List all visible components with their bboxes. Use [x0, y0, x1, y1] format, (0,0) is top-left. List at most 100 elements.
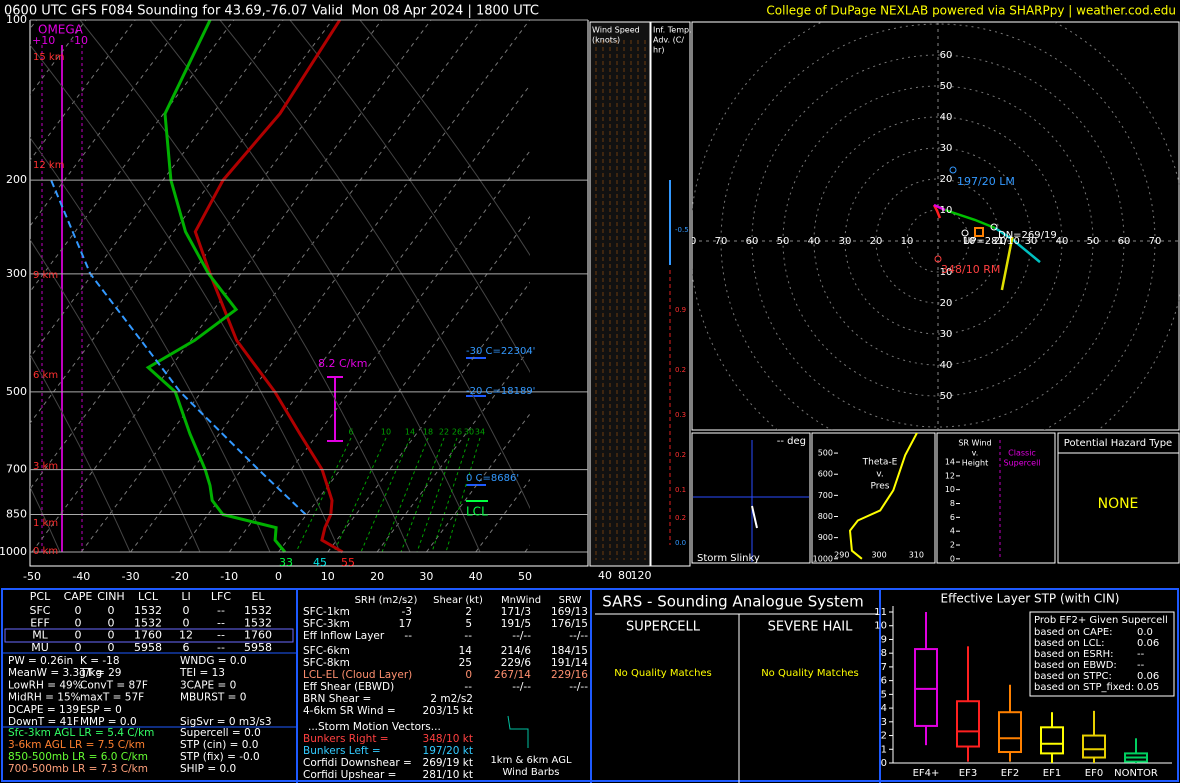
x-tick-label: -50	[23, 570, 41, 583]
table-header: CAPE	[64, 590, 93, 603]
table-cell: 5958	[134, 641, 162, 654]
index: TT = 29	[79, 667, 121, 679]
table-header: SRH (m2/s2)	[355, 595, 418, 606]
dry-adiabat	[359, 20, 530, 257]
ring-label: 60	[746, 236, 759, 247]
section-title: ...Storm Motion Vectors...	[308, 721, 441, 733]
x-tick-label: -20	[171, 570, 189, 583]
sars-result: No Quality Matches	[761, 668, 859, 679]
table-cell: 281/10 kt	[423, 769, 473, 781]
y-tick-label: 500	[6, 385, 27, 398]
profile	[145, 20, 287, 553]
thetae-frame	[811, 432, 936, 564]
lapse-rate: Sfc-3km AGL LR = 5.4 C/km	[8, 727, 154, 739]
y-tick-label: 11	[874, 607, 887, 618]
ring-label: 60	[1118, 236, 1131, 247]
table-header: PCL	[30, 590, 51, 603]
x-tick-label: 50	[518, 570, 532, 583]
lapse-label: 8.2 C/km	[318, 357, 367, 370]
table-cell: 0	[183, 616, 190, 629]
table-cell: 267/14	[494, 669, 531, 681]
up-label: UP=281/10	[963, 236, 1020, 247]
rm-label: 348/10 RM	[941, 263, 1000, 276]
sars-result: No Quality Matches	[614, 668, 712, 679]
x-tick-label: NONTOR	[1114, 768, 1158, 779]
omega-tick: +10	[32, 34, 55, 47]
y-tick-label: 8	[881, 648, 887, 659]
panel-title: SR Wind	[958, 439, 991, 448]
index: SigSvr = 0 m3/s3	[180, 716, 272, 728]
composite: Supercell = 0.0	[180, 727, 261, 739]
legend-value: 0.0	[1137, 627, 1153, 638]
legend-value: --	[1137, 649, 1145, 660]
table-cell: 0	[108, 629, 115, 642]
surface-label: 45	[313, 556, 327, 569]
slinky-title: Storm Slinky	[697, 553, 760, 564]
sars-header: SEVERE HAIL	[768, 620, 853, 635]
table-cell: 1532	[244, 604, 272, 617]
table-cell: 191/5	[501, 618, 531, 630]
table-cell: --	[464, 630, 472, 642]
table-cell: SFC	[30, 604, 51, 617]
title: 0600 UTC GFS F084 Sounding for 43.69,-76…	[4, 4, 539, 19]
dry-adiabat	[30, 136, 271, 553]
legend-label: based on STP_fixed:	[1034, 682, 1134, 693]
mixing-ratio-line	[416, 437, 458, 553]
y-tick-label: 0	[881, 758, 887, 769]
table-cell: 214/6	[501, 645, 532, 657]
row-label: SFC-3km	[303, 618, 350, 630]
dry-adiabat	[289, 20, 530, 374]
mixing-ratio-label: 26	[452, 428, 462, 437]
table-cell: 1760	[244, 629, 272, 642]
row-label: SFC-1km	[303, 606, 350, 618]
slinky-deg: -- deg	[777, 436, 806, 447]
index: MMP = 0.0	[80, 716, 137, 728]
y-tick-label: 900	[818, 533, 833, 542]
panel-title: v.	[876, 470, 884, 480]
y-tick-label: 850	[6, 507, 27, 520]
table-cell: 184/15	[551, 645, 588, 657]
table-cell: 0	[75, 629, 82, 642]
hazard-title: Potential Hazard Type	[1064, 438, 1172, 449]
isotherm	[30, 20, 284, 359]
panel-title: (knots)	[592, 36, 620, 45]
y-tick-label: 10	[945, 485, 955, 494]
table-cell: 229/16	[551, 669, 588, 681]
ring-label: 20	[940, 298, 953, 309]
rm-marker	[934, 255, 942, 263]
adv-label: 0.1	[675, 486, 686, 494]
mixing-ratio-line	[431, 437, 470, 553]
dry-adiabat	[30, 44, 341, 553]
height-label: 3 km	[33, 461, 58, 472]
table-cell: 171/3	[501, 606, 531, 618]
adv-label: 0.2	[675, 451, 686, 459]
index: PW = 0.26in	[8, 655, 73, 667]
adv-label: -0.5	[675, 226, 689, 234]
dry-adiabat	[30, 353, 131, 553]
level-label: -20 C=18189'	[466, 386, 535, 397]
legend-label: based on CAPE:	[1034, 627, 1113, 638]
dn-label: DN=269/19	[998, 230, 1057, 241]
row-label: Eff Inflow Layer	[303, 630, 385, 642]
surface-label: 55	[341, 556, 355, 569]
slinky-trace	[751, 505, 758, 529]
lapse-rate: 700-500mb LR = 7.3 C/km	[8, 763, 148, 775]
y-tick-label: 700	[6, 463, 27, 476]
table-cell: -3	[402, 606, 412, 618]
y-tick-label: 2	[950, 541, 955, 550]
y-tick-label: 9	[881, 634, 887, 645]
mixing-ratio-label: 6	[348, 428, 353, 437]
y-tick-label: 200	[6, 173, 27, 186]
mixing-ratio-label: 34	[475, 428, 485, 437]
table-cell: 269/19 kt	[423, 757, 473, 769]
table-cell: 5958	[244, 641, 272, 654]
row-label: BRN Shear =	[303, 693, 371, 705]
x-tick-label: -30	[122, 570, 140, 583]
composite: SHIP = 0.0	[180, 763, 236, 775]
mixing-ratio-label: 18	[423, 428, 433, 437]
height-label: 6 km	[33, 370, 58, 381]
height-label: 1 km	[33, 518, 58, 529]
hodo-ring	[813, 116, 1063, 366]
panel-title: Adv. (C/	[653, 36, 684, 45]
